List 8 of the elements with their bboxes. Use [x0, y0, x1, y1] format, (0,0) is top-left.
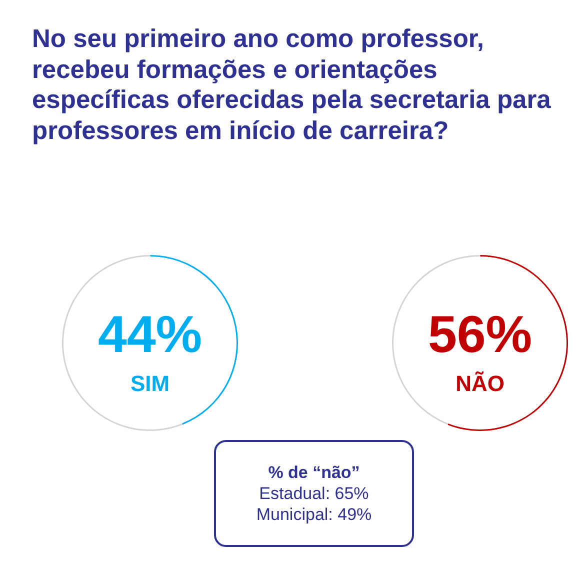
- text: Estadual: 65%: [259, 482, 369, 504]
- slice-label: SIM: [130, 371, 170, 396]
- data-label: 44%: [98, 306, 202, 364]
- data-label: 56%: [428, 306, 532, 364]
- slice-label: NÃO: [456, 371, 504, 396]
- text: % de “não”: [268, 462, 360, 483]
- text: No seu primeiro ano como professor, recebeu formações e orientações específicas oferecidas pela secretaria para professores em início de carreira?: [32, 24, 552, 146]
- text: Municipal: 49%: [256, 504, 372, 526]
